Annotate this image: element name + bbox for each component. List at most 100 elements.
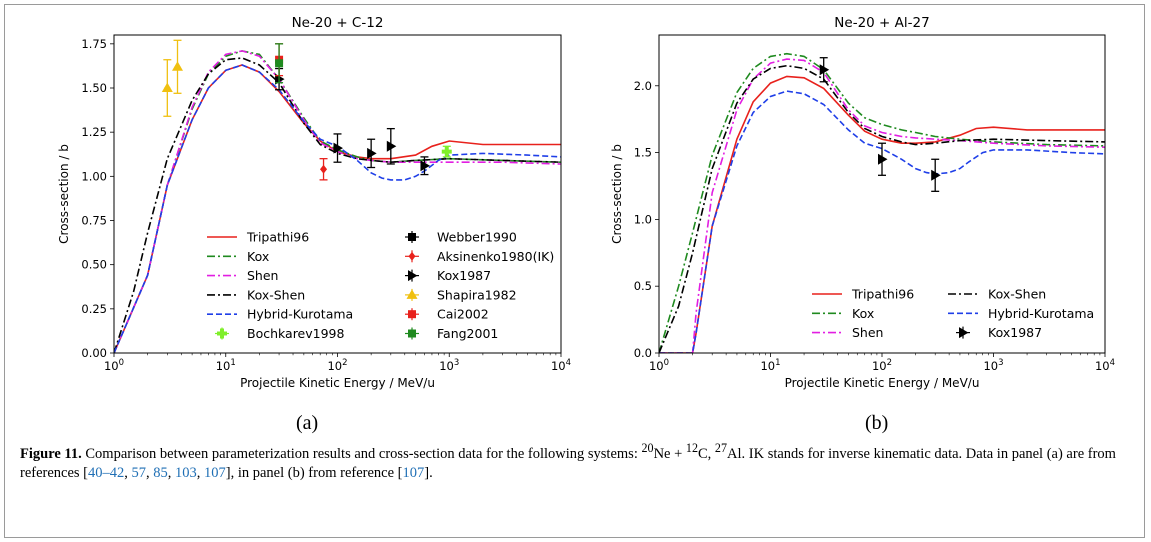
caption-sep-1: ,	[124, 464, 132, 481]
figure-caption: Figure 11. Comparison between parameteri…	[20, 439, 1130, 483]
plot-frame	[658, 34, 1106, 354]
panel-b-label: (b)	[865, 412, 889, 434]
series-lines	[114, 50, 561, 353]
data-point-bochkarev1998	[441, 146, 452, 157]
legend-label: Tripathi96	[851, 287, 914, 302]
series-line-kox	[659, 52, 1105, 353]
x-tick-label: 104	[1095, 358, 1115, 373]
caption-al: Al. IK	[727, 445, 765, 462]
legend-label: Kox1987	[988, 325, 1042, 340]
data-point-shapira1982	[161, 82, 173, 92]
legend-marker-fang2001	[408, 329, 416, 338]
y-axis-label: Cross-section / b	[610, 144, 624, 244]
data-point-kox1987	[819, 64, 830, 76]
x-axis-label: Projectile Kinetic Energy / MeV/u	[785, 376, 980, 390]
y-tick-label: 0.00	[81, 346, 107, 360]
legend-label: Kox-Shen	[988, 287, 1046, 302]
caption-c: C,	[698, 445, 712, 462]
caption-sep-4: ,	[196, 464, 205, 481]
legend-label: Bochkarev1998	[247, 326, 345, 341]
chart-panel-a: Ne-20 + C-12 0.00 0.25 0.50 0.75 1.00 1.25 1.50…	[57, 15, 571, 390]
data-point-kox1987	[931, 169, 941, 181]
caption-ne-mass: 20	[641, 441, 654, 455]
x-tick-label: 103	[983, 358, 1003, 373]
legend: Tripathi96 Kox Shen Kox-Shen Hybrid-Kurotama…	[207, 230, 554, 341]
series-line-tripathi96	[114, 64, 561, 353]
chart-title: Ne-20 + C-12	[292, 15, 384, 31]
data-point-fang2001	[275, 59, 284, 68]
series-line-shen	[114, 50, 561, 353]
legend-marker-webber1990	[408, 233, 416, 241]
legend-label: Aksinenko1980(IK)	[437, 249, 554, 264]
x-tick-label: 103	[439, 358, 459, 373]
series-line-hybrid-kurotama	[659, 90, 1105, 353]
y-tick-label: 0.50	[81, 258, 107, 272]
caption-ref-a5[interactable]: 107	[204, 464, 226, 481]
data-point-kox1987	[386, 140, 397, 152]
y-tick-label: 2.0	[634, 79, 652, 93]
y-tick-label: 1.50	[81, 81, 107, 95]
y-tick-label: 1.75	[81, 37, 107, 51]
legend-label: Hybrid-Kurotama	[988, 306, 1094, 321]
plot-frame	[113, 34, 562, 354]
panel-a-label: (a)	[296, 412, 319, 434]
caption-ref-a1[interactable]: 40–42	[88, 464, 125, 481]
y-tick-label: 1.0	[634, 212, 652, 226]
legend: Tripathi96 Kox Shen Kox-Shen Hybrid-Kurotama…	[812, 287, 1094, 340]
legend-label: Kox	[247, 249, 269, 264]
legend-label: Kox-Shen	[247, 287, 305, 302]
legend-marker-kox1987	[408, 270, 418, 282]
caption-text-1: Comparison between parameterization resu…	[85, 445, 638, 462]
caption-c-mass: 12	[685, 441, 698, 455]
data-point-kox1987	[367, 147, 377, 159]
caption-plus: +	[674, 445, 683, 462]
caption-ref-a3[interactable]: 85	[153, 464, 168, 481]
x-tick-label: 102	[327, 358, 347, 373]
legend-marker-cai2002	[408, 310, 416, 319]
figure-charts: Ne-20 + C-120.000.250.500.751.001.251.50…	[57, 15, 1115, 390]
legend-label: Fang2001	[437, 326, 498, 341]
legend-marker-kox1987	[959, 327, 969, 339]
legend-label: Hybrid-Kurotama	[247, 307, 353, 322]
y-tick-label: 0.5	[634, 279, 652, 293]
data-point-aksinenko1980ik	[320, 164, 328, 174]
legend-marker-shapira1982	[406, 289, 418, 299]
series-line-hybrid-kurotama	[114, 64, 561, 353]
legend-marker-aksinenko1980ik	[408, 251, 416, 261]
legend-label: Tripathi96	[246, 230, 309, 245]
caption-ref-a2[interactable]: 57	[131, 464, 147, 481]
x-tick-label: 100	[104, 358, 124, 373]
x-tick-label: 101	[760, 358, 780, 373]
data-point-kox1987	[420, 160, 430, 172]
legend-label: Cai2002	[437, 307, 489, 322]
x-axis-label: Projectile Kinetic Energy / MeV/u	[240, 376, 435, 390]
series-line-kox-shen	[659, 64, 1105, 353]
data-point-shapira1982	[171, 61, 183, 71]
series-line-kox-shen	[114, 57, 561, 353]
y-tick-label: 1.5	[634, 146, 652, 160]
legend-label: Shen	[852, 325, 883, 340]
caption-ref-b[interactable]: 107	[402, 464, 425, 481]
caption-figure-label: Figure 11.	[20, 445, 82, 462]
caption-ref-a4[interactable]: 103	[175, 464, 197, 481]
caption-text-3: ], in panel (b) from reference	[225, 464, 395, 481]
chart-panel-b: Ne-20 + Al-27 0.0 0.5 1.0 1.5 2.0 100 101 102 103…	[610, 15, 1115, 390]
caption-close: ].	[424, 464, 433, 481]
figure-frame	[4, 4, 1145, 538]
x-tick-label: 102	[872, 358, 892, 373]
data-point-kox1987	[333, 142, 343, 154]
series-line-tripathi96	[659, 75, 1105, 353]
x-tick-label: 101	[216, 358, 236, 373]
caption-sep-3: ,	[167, 464, 176, 481]
y-axis-label: Cross-section / b	[57, 144, 71, 244]
y-tick-label: 1.25	[81, 125, 107, 139]
y-tick-label: 1.00	[81, 169, 107, 183]
x-tick-label: 100	[649, 358, 669, 373]
legend-label: Shapira1982	[437, 287, 517, 302]
chart-title: Ne-20 + Al-27	[834, 15, 929, 31]
legend-label: Shen	[247, 268, 278, 283]
legend-label: Kox1987	[437, 268, 491, 283]
data-point-kox1987	[275, 73, 285, 85]
y-tick-label: 0.25	[81, 302, 107, 316]
legend-label: Kox	[852, 306, 874, 321]
